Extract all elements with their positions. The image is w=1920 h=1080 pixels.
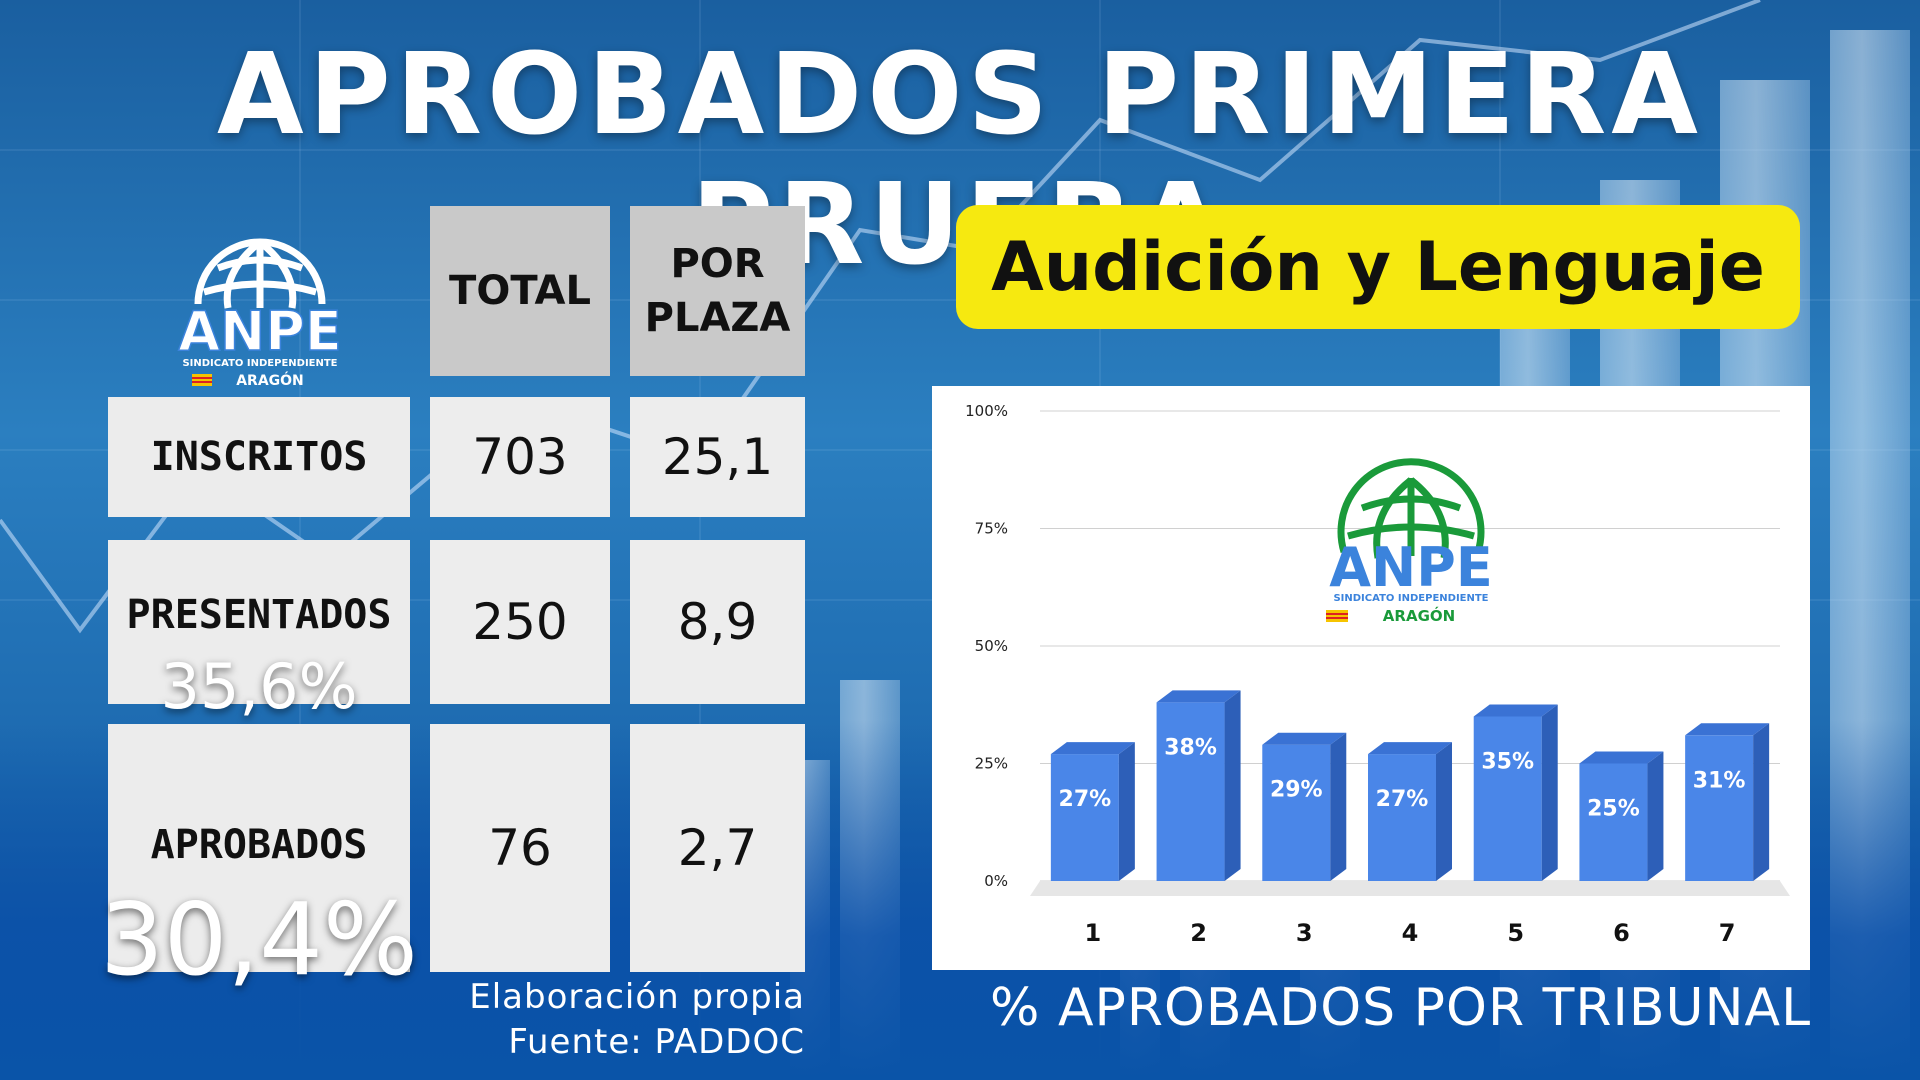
logo-name: ANPE [178,300,341,363]
chart-logo-subtitle: SINDICATO INDEPENDIENTE [1333,593,1488,604]
logo-subtitle: SINDICATO INDEPENDIENTE [182,358,337,369]
bar: 27% [1050,742,1135,881]
anpe-logo: ANPE SINDICATO INDEPENDIENTE ARAGÓN [160,212,360,392]
bar-front [1368,754,1436,881]
row-label-aprobados: APROBADOS [108,724,410,972]
bar-side [1647,751,1664,881]
header-total: TOTAL [430,206,610,376]
bar: 25% [1579,751,1664,881]
bar-front [1473,716,1542,881]
chart-floor [1030,881,1790,896]
x-tick-label: 5 [1507,919,1524,947]
data-label: 31% [1693,768,1746,793]
source-note: Elaboración propia Fuente: PADDOC [380,975,805,1065]
data-label: 25% [1587,797,1640,822]
y-tick-label: 100% [965,402,1008,420]
bar-chart: 0% 25% 50% 75% 100% ANPE SINDICATO INDEPENDI… [965,402,1790,947]
header-por-plaza: POR PLAZA [630,206,805,376]
bar-side [1753,723,1770,881]
bar-side [1541,704,1558,881]
chart-logo-region: ARAGÓN [1383,606,1455,625]
bar-side [1224,690,1241,881]
data-label: 35% [1481,750,1534,775]
x-tick-label: 4 [1402,919,1419,947]
cell-presentados-total: 250 [430,540,610,704]
bar-top [1368,742,1452,755]
chart-anpe-logo: ANPE SINDICATO INDEPENDIENTE ARAGÓN [1326,458,1493,625]
bar-front [1685,735,1754,881]
bar-side [1118,742,1135,881]
bar-top [1262,732,1347,745]
x-tick-label: 6 [1613,919,1630,947]
bar-front [1579,763,1648,881]
x-tick-label: 2 [1190,919,1207,947]
bar: 27% [1368,742,1452,881]
cell-presentados-por-plaza: 8,9 [630,540,805,704]
cell-aprobados-total: 76 [430,724,610,972]
bar-front [1156,702,1225,881]
cell-inscritos-por-plaza: 25,1 [630,397,805,517]
row-label-presentados: PRESENTADOS [108,540,410,704]
source-line-1: Elaboración propia [469,977,805,1017]
bar-top [1156,690,1241,703]
chart-logo-name: ANPE [1329,536,1492,599]
bar: 35% [1473,704,1558,881]
bar-top [1579,751,1664,764]
bar: 31% [1685,723,1770,881]
bar-front [1262,744,1331,881]
bar-top [1473,704,1558,717]
y-tick-label: 75% [975,520,1008,538]
y-tick-label: 25% [975,755,1008,773]
bar-top [1050,742,1135,755]
data-label: 29% [1270,778,1323,803]
chart-aragon-flag-icon [1326,610,1348,622]
chart-panel: 0% 25% 50% 75% 100% ANPE SINDICATO INDEPENDI… [932,386,1810,970]
globe-icon: ANPE SINDICATO INDEPENDIENTE ARAGÓN [178,238,342,389]
aprobados-percentage: 30,4% [100,881,418,998]
row-label-inscritos: INSCRITOS [108,397,410,517]
x-tick-label: 7 [1719,919,1736,947]
bar-side [1436,742,1452,881]
bar-front [1050,754,1119,881]
source-line-2: Fuente: PADDOC [508,1022,805,1062]
bar-side [1330,732,1347,881]
subject-badge: Audición y Lenguaje [956,205,1800,329]
cell-inscritos-total: 703 [430,397,610,517]
bar-top [1685,723,1770,736]
data-label: 38% [1164,735,1217,760]
aragon-flag-icon [192,374,212,386]
data-label: 27% [1376,787,1429,812]
logo-region: ARAGÓN [236,371,304,389]
bar: 29% [1262,732,1347,881]
y-tick-label: 50% [975,637,1008,655]
chart-caption: % APROBADOS POR TRIBUNAL [990,978,1812,1038]
cell-aprobados-por-plaza: 2,7 [630,724,805,972]
presentados-percentage: 35,6% [160,650,358,723]
bar: 38% [1156,690,1241,881]
x-tick-label: 1 [1085,919,1102,947]
data-label: 27% [1059,787,1112,812]
x-tick-label: 3 [1296,919,1313,947]
y-tick-label: 0% [984,872,1008,890]
